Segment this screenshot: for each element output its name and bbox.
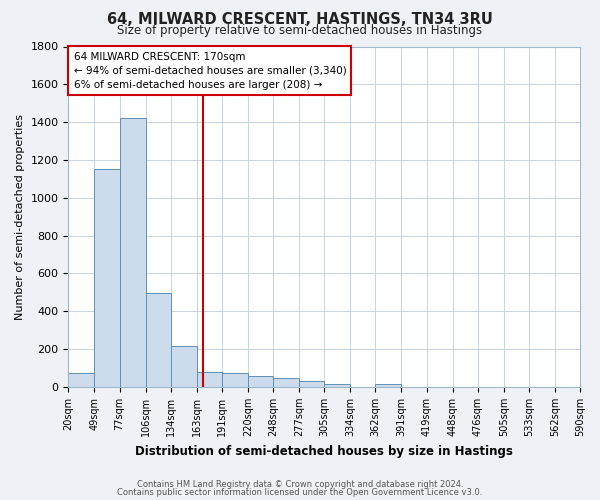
Text: Contains public sector information licensed under the Open Government Licence v3: Contains public sector information licen… (118, 488, 482, 497)
X-axis label: Distribution of semi-detached houses by size in Hastings: Distribution of semi-detached houses by … (135, 444, 513, 458)
Bar (273, 378, 299, 387)
Bar (171, 346, 197, 387)
Bar (324, 384, 350, 387)
Bar (94, 170, 119, 387)
Bar (376, 384, 401, 387)
Text: Contains HM Land Registry data © Crown copyright and database right 2024.: Contains HM Land Registry data © Crown c… (137, 480, 463, 489)
Bar (119, 118, 146, 387)
Bar (146, 294, 171, 387)
Bar (299, 382, 324, 387)
Text: Size of property relative to semi-detached houses in Hastings: Size of property relative to semi-detach… (118, 24, 482, 37)
Bar (248, 376, 273, 387)
Bar (222, 373, 248, 387)
Y-axis label: Number of semi-detached properties: Number of semi-detached properties (15, 114, 25, 320)
Text: 64 MILWARD CRESCENT: 170sqm
← 94% of semi-detached houses are smaller (3,340)
6%: 64 MILWARD CRESCENT: 170sqm ← 94% of sem… (74, 52, 346, 90)
Bar (68, 373, 94, 387)
Text: 64, MILWARD CRESCENT, HASTINGS, TN34 3RU: 64, MILWARD CRESCENT, HASTINGS, TN34 3RU (107, 12, 493, 28)
Bar (197, 372, 222, 387)
